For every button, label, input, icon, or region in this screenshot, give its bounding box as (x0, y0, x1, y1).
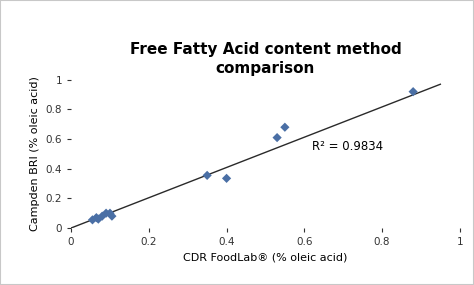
Point (89, 217, 96, 222)
X-axis label: CDR FoodLab® (% oleic acid): CDR FoodLab® (% oleic acid) (183, 253, 347, 262)
Point (273, 135, 281, 140)
Title: Free Fatty Acid content method
comparison: Free Fatty Acid content method compariso… (129, 42, 401, 76)
Point (99, 214, 106, 218)
Point (94, 217, 102, 221)
Point (223, 176, 230, 181)
Point (92, 215, 100, 220)
Point (108, 214, 116, 218)
Point (203, 173, 211, 178)
Text: R² = 0.9834: R² = 0.9834 (312, 140, 383, 153)
Point (106, 211, 114, 215)
Point (102, 211, 110, 215)
Point (410, 89, 417, 94)
Point (281, 125, 289, 129)
Y-axis label: Campden BRI (% oleic acid): Campden BRI (% oleic acid) (30, 76, 40, 231)
